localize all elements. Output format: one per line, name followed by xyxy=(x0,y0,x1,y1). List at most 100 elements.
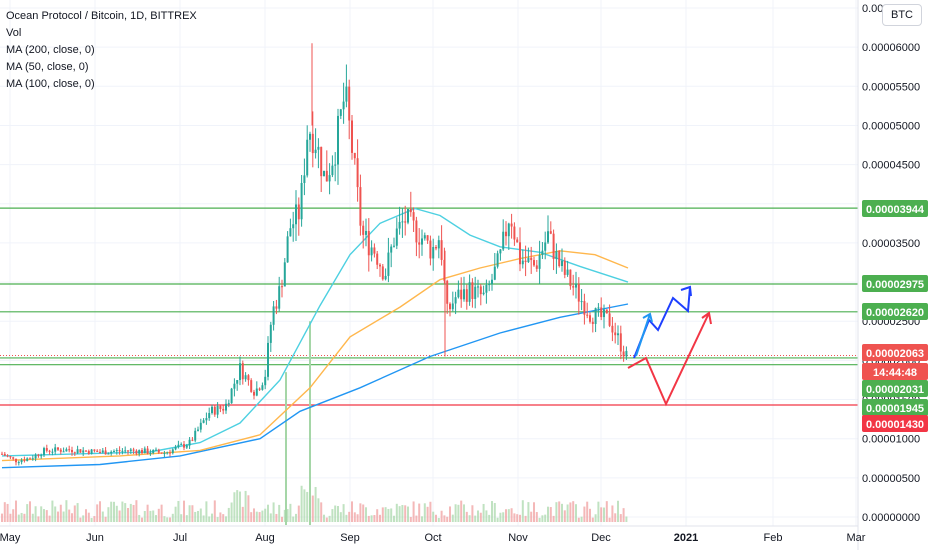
volume-bar xyxy=(160,504,163,522)
y-tick-label: 0.00006000 xyxy=(862,42,920,54)
candle-body xyxy=(199,422,202,430)
volume-bar xyxy=(90,517,93,522)
candle-body xyxy=(34,454,37,459)
volume-bar xyxy=(115,505,118,522)
volume-bar xyxy=(381,507,384,522)
price-tag-label: 0.00002063 xyxy=(866,348,924,360)
candle-body xyxy=(188,439,191,446)
candle-body xyxy=(393,245,395,247)
candle-body xyxy=(62,451,65,453)
candle-body xyxy=(152,449,155,454)
candle-body xyxy=(76,449,79,454)
volume-bar xyxy=(253,508,255,522)
candle-body xyxy=(608,313,611,326)
candle-body xyxy=(48,450,51,452)
volume-bar xyxy=(404,505,407,522)
volume-bar xyxy=(356,514,359,522)
candle-body xyxy=(603,309,605,318)
volume-bar xyxy=(152,510,155,522)
candle-body xyxy=(250,380,253,392)
candle-body xyxy=(174,446,177,450)
candle-body xyxy=(261,385,264,390)
candle-body xyxy=(269,324,272,343)
volume-bar xyxy=(73,505,76,522)
candle-body xyxy=(300,182,303,220)
candle-body xyxy=(99,451,101,453)
volume-bar xyxy=(421,516,423,522)
volume-bar xyxy=(311,495,314,522)
volume-bar xyxy=(617,500,619,522)
candle-body xyxy=(110,451,113,454)
volume-bar xyxy=(205,501,208,522)
candle-body xyxy=(449,303,451,310)
volume-bar xyxy=(348,511,351,522)
volume-bar xyxy=(113,501,115,522)
candle-body xyxy=(351,120,353,153)
volume-bar xyxy=(157,508,160,522)
volume-bar xyxy=(275,513,278,522)
volume-bar xyxy=(376,509,379,522)
volume-bar xyxy=(138,514,141,522)
candle-body xyxy=(533,260,535,266)
candle-body xyxy=(353,152,356,159)
volume-bar xyxy=(295,513,297,522)
candle-body xyxy=(519,242,521,265)
candle-body xyxy=(23,460,26,462)
candle-body xyxy=(264,376,267,386)
candle-body xyxy=(513,226,516,240)
candle-body xyxy=(222,408,225,411)
candle-body xyxy=(591,321,594,324)
volume-bar xyxy=(40,506,43,522)
volume-bar xyxy=(600,507,603,522)
candle-body xyxy=(146,448,149,454)
horizontal-levels xyxy=(0,207,858,406)
volume-bar xyxy=(398,506,401,522)
volume-bar xyxy=(583,506,586,522)
volume-bar xyxy=(93,516,96,522)
volume-bar xyxy=(177,500,180,522)
volume-bar xyxy=(267,504,269,522)
volume-bar xyxy=(236,490,239,522)
candle-body xyxy=(90,449,93,454)
candle-body xyxy=(9,456,12,458)
candle-body xyxy=(85,450,87,452)
candle-body xyxy=(26,458,29,461)
candle-body xyxy=(278,286,281,309)
currency-button[interactable]: BTC xyxy=(882,4,922,26)
volume-bar xyxy=(370,515,373,522)
volume-bar xyxy=(342,504,345,522)
volume-bar xyxy=(513,513,516,522)
candle-body xyxy=(617,333,619,336)
legend-vol: Vol xyxy=(6,27,22,39)
candle-body xyxy=(549,231,552,234)
volume-bar xyxy=(1,513,3,522)
volume-bar xyxy=(141,517,143,522)
price-tag-label: 0.00001945 xyxy=(866,403,924,415)
candle-body xyxy=(286,236,289,263)
candle-body xyxy=(43,448,45,456)
candle-body xyxy=(309,133,311,140)
price-tag-bg xyxy=(862,344,928,361)
volume-bar xyxy=(457,504,460,522)
volume-bar xyxy=(183,500,185,522)
bull-path xyxy=(633,286,691,359)
candle-body xyxy=(107,453,110,455)
volume-bar xyxy=(292,516,295,522)
candle-body xyxy=(31,458,34,460)
candle-body xyxy=(202,420,205,423)
chart-grid xyxy=(0,0,858,526)
ma100-line xyxy=(1,250,629,462)
candle-body xyxy=(468,282,471,302)
candle-body xyxy=(589,315,591,322)
volume-bar xyxy=(412,501,415,522)
volume-bar xyxy=(118,510,121,522)
volume-bar xyxy=(9,513,12,522)
candle-body xyxy=(418,242,421,245)
volume-bar xyxy=(395,503,398,522)
y-tick-label: 0.00004500 xyxy=(862,160,920,172)
candle-body xyxy=(101,450,104,453)
volume-bar xyxy=(460,500,463,522)
volume-bar xyxy=(239,491,241,522)
candle-body xyxy=(423,235,426,239)
